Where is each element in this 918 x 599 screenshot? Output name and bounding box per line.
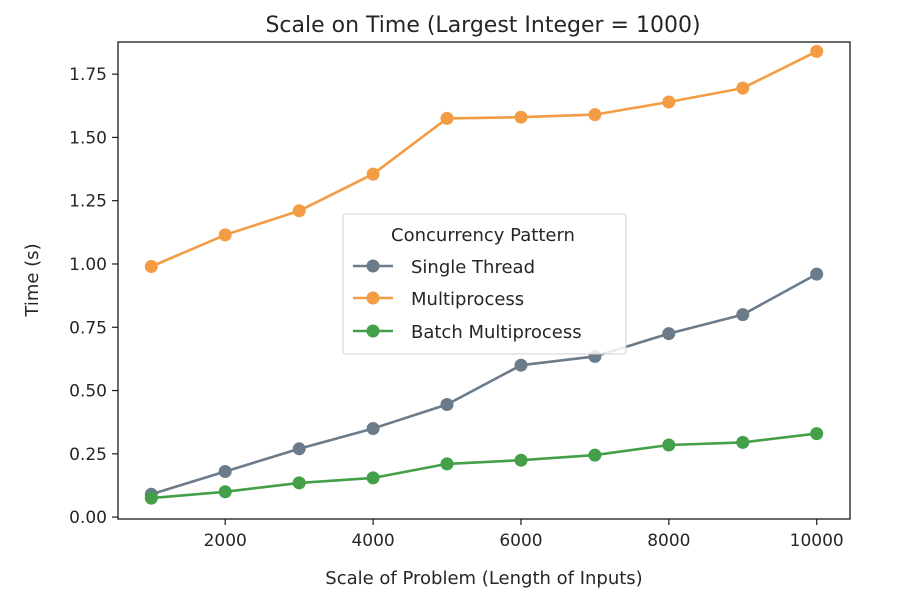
data-point-single-thread-2000 <box>218 465 232 478</box>
legend-marker-batch-multiprocess <box>366 324 380 338</box>
data-point-multiprocess-8000 <box>662 95 676 109</box>
y-tick-label-2: 0.50 <box>69 382 107 402</box>
x-tick-label-2000: 2000 <box>204 531 247 551</box>
y-tick-label-1: 0.25 <box>69 445 107 465</box>
x-tick-label-6000: 6000 <box>499 531 542 551</box>
legend-box <box>342 213 627 355</box>
legend-marker-single-thread <box>366 259 380 273</box>
y-tick-label-4: 1.00 <box>69 255 107 275</box>
legend-label-batch-multiprocess: Batch Multiprocess <box>411 322 582 343</box>
y-tick-label-6: 1.50 <box>69 128 107 148</box>
data-point-single-thread-6000 <box>514 358 528 372</box>
axis-ticks: 2000 4000 6000 8000 10000 0.00 0.25 0.50 0.75 1.0… <box>69 65 844 551</box>
legend-entry-batch-multiprocess: Batch Multiprocess <box>353 322 582 343</box>
data-point-batch-multiprocess-5000 <box>440 457 454 471</box>
data-point-multiprocess-10000 <box>810 44 824 58</box>
series-line-single-thread <box>150 272 818 496</box>
plot-frame <box>117 41 851 520</box>
legend-entry-single-thread: Single Thread <box>353 257 535 278</box>
series-multiprocess <box>144 44 824 273</box>
data-point-batch-multiprocess-1000 <box>144 491 158 505</box>
data-point-multiprocess-9000 <box>736 81 750 95</box>
data-point-multiprocess-6000 <box>514 110 528 124</box>
x-tick-label-10000: 10000 <box>790 531 844 551</box>
y-axis-label: Time (s) <box>22 243 43 317</box>
legend: Concurrency Pattern Single Thread Multip… <box>342 213 627 355</box>
legend-label-multiprocess: Multiprocess <box>411 289 524 310</box>
x-tick-label-4000: 4000 <box>351 531 394 551</box>
y-tick-label-7: 1.75 <box>69 65 107 85</box>
legend-marker-multiprocess <box>366 291 380 305</box>
data-point-multiprocess-5000 <box>440 111 454 125</box>
data-point-batch-multiprocess-7000 <box>588 448 602 462</box>
series-batch-multiprocess <box>144 427 824 505</box>
y-tick-label-0: 0.00 <box>69 508 107 528</box>
data-point-single-thread-8000 <box>662 327 676 341</box>
data-point-batch-multiprocess-9000 <box>736 435 750 449</box>
x-tick-label-8000: 8000 <box>647 531 690 551</box>
legend-label-single-thread: Single Thread <box>411 257 535 278</box>
data-point-batch-multiprocess-2000 <box>218 485 232 499</box>
legend-title: Concurrency Pattern <box>391 225 575 246</box>
data-point-multiprocess-7000 <box>588 108 602 122</box>
series-line-batch-multiprocess <box>151 432 817 500</box>
data-point-single-thread-4000 <box>366 422 380 435</box>
data-point-multiprocess-4000 <box>366 167 380 181</box>
series-layer <box>144 44 824 505</box>
series-line-multiprocess <box>150 50 818 268</box>
data-point-single-thread-5000 <box>440 398 454 411</box>
y-tick-label-5: 1.25 <box>69 192 107 212</box>
series-single-thread <box>144 267 824 501</box>
data-point-batch-multiprocess-3000 <box>292 476 306 490</box>
data-point-batch-multiprocess-4000 <box>366 471 380 485</box>
data-point-single-thread-3000 <box>292 442 306 456</box>
data-point-multiprocess-1000 <box>144 260 158 273</box>
chart-title: Scale on Time (Largest Integer = 1000) <box>265 13 700 38</box>
data-point-multiprocess-2000 <box>218 228 232 242</box>
data-point-multiprocess-3000 <box>292 204 306 218</box>
data-point-batch-multiprocess-10000 <box>810 427 824 441</box>
y-tick-label-3: 0.75 <box>69 318 107 338</box>
data-point-single-thread-9000 <box>736 308 750 322</box>
data-point-single-thread-10000 <box>810 267 824 281</box>
data-point-batch-multiprocess-8000 <box>662 438 676 452</box>
legend-entry-multiprocess: Multiprocess <box>353 289 524 310</box>
data-point-batch-multiprocess-6000 <box>514 453 528 467</box>
x-axis-label: Scale of Problem (Length of Inputs) <box>325 568 642 589</box>
